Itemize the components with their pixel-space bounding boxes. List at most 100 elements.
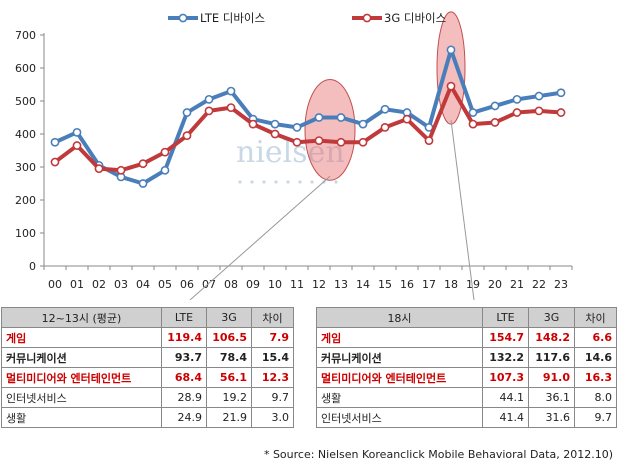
x-tick-label: 03 <box>114 278 128 291</box>
row-label: 생활 <box>316 387 483 408</box>
header-diff: 차이 <box>574 307 617 328</box>
watermark-dot <box>298 180 302 184</box>
data-point <box>512 108 522 117</box>
cell-lte: 28.9 <box>161 387 207 408</box>
y-tick-label: 300 <box>15 161 36 174</box>
table-row: 생활 24.9 21.9 3.0 <box>1 407 294 428</box>
header-3g: 3G <box>528 307 575 328</box>
watermark-dot <box>250 180 254 184</box>
data-point <box>358 119 368 129</box>
header-lte: LTE <box>161 307 207 328</box>
y-tick-label: 500 <box>15 95 36 108</box>
cell-3g: 56.1 <box>206 367 252 388</box>
cell-diff: 9.7 <box>574 407 617 428</box>
cell-3g: 117.6 <box>528 347 575 368</box>
data-point <box>314 136 324 145</box>
header-3g: 3G <box>206 307 252 328</box>
data-point <box>182 131 192 141</box>
cell-diff: 15.4 <box>251 347 294 368</box>
x-tick-label: 16 <box>400 278 414 291</box>
x-tick-label: 00 <box>48 278 62 291</box>
x-tick-label: 08 <box>224 278 238 291</box>
x-tick-label: 19 <box>466 278 480 291</box>
cell-lte: 93.7 <box>161 347 207 368</box>
data-point <box>270 119 280 129</box>
watermark-dot <box>286 180 290 184</box>
data-point <box>490 101 500 111</box>
row-label: 커뮤니케이션 <box>1 347 162 368</box>
data-point <box>446 45 456 55</box>
legend-label: LTE 디바이스 <box>200 11 265 25</box>
cell-lte: 41.4 <box>482 407 529 428</box>
data-point <box>138 159 148 169</box>
cell-lte: 44.1 <box>482 387 529 408</box>
watermark-dot <box>238 180 242 184</box>
watermark-dot <box>274 180 278 184</box>
watermark-dot <box>262 180 266 184</box>
row-label: 인터넷서비스 <box>316 407 483 428</box>
x-tick-label: 06 <box>180 278 194 291</box>
x-tick-label: 14 <box>356 278 370 291</box>
cell-diff: 8.0 <box>574 387 617 408</box>
x-tick-label: 20 <box>488 278 502 291</box>
cell-diff: 7.9 <box>251 327 294 348</box>
cell-diff: 12.3 <box>251 367 294 388</box>
watermark-dot <box>310 180 314 184</box>
y-tick-label: 600 <box>15 62 36 75</box>
legend-swatch-marker <box>362 13 372 23</box>
data-point <box>270 129 280 139</box>
data-point <box>512 94 522 104</box>
row-label: 커뮤니케이션 <box>316 347 483 368</box>
x-tick-label: 13 <box>334 278 348 291</box>
cell-diff: 3.0 <box>251 407 294 428</box>
x-tick-label: 11 <box>290 278 304 291</box>
cell-diff: 9.7 <box>251 387 294 408</box>
row-label: 멀티미디어와 엔터테인먼트 <box>1 367 162 388</box>
table-row: 인터넷서비스 41.4 31.6 9.7 <box>316 407 617 428</box>
highlight-ellipse <box>304 79 356 181</box>
y-tick-label: 700 <box>15 29 36 42</box>
data-point <box>358 137 368 147</box>
table-row: 게임 154.7 148.2 6.6 <box>316 327 617 348</box>
header-period: 12~13시 (평균) <box>1 307 162 328</box>
cell-lte: 132.2 <box>482 347 529 368</box>
x-tick-label: 18 <box>444 278 458 291</box>
data-point <box>182 108 192 117</box>
cell-lte: 154.7 <box>482 327 529 348</box>
legend-label: 3G 디바이스 <box>384 11 446 25</box>
data-point <box>72 127 82 137</box>
cell-3g: 31.6 <box>528 407 575 428</box>
data-point <box>424 136 434 145</box>
x-tick-label: 04 <box>136 278 150 291</box>
cell-lte: 24.9 <box>161 407 207 428</box>
cell-diff: 6.6 <box>574 327 617 348</box>
x-tick-label: 07 <box>202 278 216 291</box>
x-tick-label: 12 <box>312 278 326 291</box>
cell-lte: 68.4 <box>161 367 207 388</box>
data-point <box>556 108 566 117</box>
cell-3g: 91.0 <box>528 367 575 388</box>
data-point <box>446 81 456 91</box>
data-point <box>380 104 390 114</box>
cell-diff: 14.6 <box>574 347 617 368</box>
data-point <box>50 157 60 167</box>
row-label: 인터넷서비스 <box>1 387 162 408</box>
data-point <box>402 114 412 124</box>
table-row: 커뮤니케이션 93.7 78.4 15.4 <box>1 347 294 368</box>
data-point <box>204 94 214 104</box>
data-point <box>204 106 214 116</box>
data-point <box>314 113 324 122</box>
watermark-dot <box>334 180 338 184</box>
data-point <box>160 147 170 157</box>
data-point <box>72 141 82 150</box>
table-row: 생활 44.1 36.1 8.0 <box>316 387 617 408</box>
header-period: 18시 <box>316 307 483 328</box>
legend-swatch-marker <box>178 13 188 23</box>
x-tick-label: 22 <box>532 278 546 291</box>
cell-3g: 36.1 <box>528 387 575 408</box>
data-point <box>248 119 258 129</box>
cell-diff: 16.3 <box>574 367 617 388</box>
y-tick-label: 400 <box>15 128 36 141</box>
table-12-13-average: 12~13시 (평균) LTE 3G 차이 게임 119.4 106.5 7.9… <box>1 307 294 428</box>
